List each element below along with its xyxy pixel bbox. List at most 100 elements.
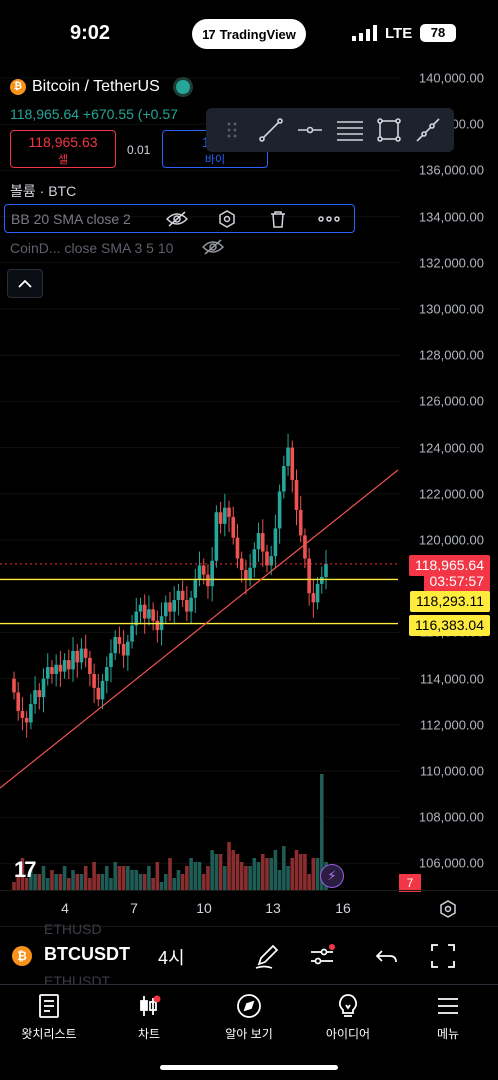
nav-menu[interactable]: 메뉴 bbox=[403, 993, 493, 1042]
candle-body bbox=[155, 620, 160, 631]
rectangle-tool-icon[interactable] bbox=[373, 114, 405, 146]
symbol-header[interactable]: ₿ Bitcoin / TetherUS bbox=[10, 78, 190, 96]
volume-bar bbox=[223, 866, 227, 890]
volume-bar bbox=[319, 774, 324, 890]
price-axis-label: 122,000.00 bbox=[418, 486, 484, 502]
status-bar: 9:02 17 TradingView LTE 78 bbox=[0, 0, 498, 68]
nav-ideas[interactable]: 아이디어 bbox=[303, 993, 393, 1042]
volume-bar bbox=[109, 878, 113, 890]
volume-bar bbox=[214, 854, 219, 890]
candle-body bbox=[142, 604, 147, 619]
candle-body bbox=[62, 660, 67, 672]
nav-watchlist[interactable]: 왓치리스트 bbox=[4, 993, 94, 1042]
x-tick: 7 bbox=[130, 900, 138, 916]
bb-indicator-label[interactable]: BB 20 SMA close 2 bbox=[11, 210, 131, 227]
hide-eye-icon[interactable] bbox=[151, 206, 202, 232]
sell-button[interactable]: 118,965.63 셀 bbox=[10, 130, 116, 168]
fullscreen-icon[interactable] bbox=[428, 941, 458, 971]
candle-body bbox=[315, 583, 320, 603]
volume-bar bbox=[201, 874, 206, 890]
parallel-channel-tool-icon[interactable] bbox=[334, 114, 366, 146]
candle-body bbox=[214, 512, 219, 561]
candle-body bbox=[45, 667, 50, 679]
volume-bar bbox=[50, 870, 54, 890]
nav-chart[interactable]: 차트 bbox=[104, 993, 194, 1042]
hide-eye-icon[interactable] bbox=[201, 239, 225, 260]
candle-body bbox=[218, 512, 223, 524]
level-tag-2: 116,383.04 bbox=[408, 615, 490, 636]
volume-indicator-label[interactable]: 볼륨 · BTC bbox=[10, 183, 77, 199]
candlestick-chart[interactable] bbox=[0, 68, 498, 890]
bottom-navigation: 왓치리스트 차트 알아 보기 아이디어 메뉴 bbox=[0, 984, 498, 1080]
lightbulb-icon bbox=[338, 994, 358, 1017]
trash-icon[interactable] bbox=[253, 206, 304, 232]
drag-handle-icon[interactable] bbox=[216, 114, 248, 146]
symbol-title[interactable]: Bitcoin / TetherUS bbox=[32, 78, 160, 95]
price-axis-label: 120,000.00 bbox=[418, 532, 484, 548]
volume-bar bbox=[244, 866, 248, 890]
volume-bar bbox=[147, 866, 151, 890]
volume-bar bbox=[265, 858, 269, 890]
undo-icon[interactable] bbox=[372, 941, 402, 971]
candle-body bbox=[248, 567, 252, 580]
drawing-pen-icon[interactable] bbox=[252, 941, 282, 971]
app-pill[interactable]: 17 TradingView bbox=[192, 19, 306, 49]
indicators-icon[interactable] bbox=[307, 941, 337, 971]
watchlist-icon bbox=[39, 994, 59, 1018]
volume-bar bbox=[58, 874, 63, 890]
candle-body bbox=[223, 507, 227, 524]
candle-body bbox=[265, 551, 269, 566]
tradingview-watermark-icon: 17 bbox=[14, 857, 37, 882]
spread-value: 0.01 bbox=[127, 143, 151, 157]
candle-body bbox=[20, 710, 25, 718]
settings-hex-icon[interactable] bbox=[202, 206, 253, 232]
candle-body bbox=[58, 664, 63, 672]
volume-bar bbox=[298, 854, 303, 890]
lightning-icon[interactable]: ⚡ bbox=[320, 864, 344, 888]
volume-bar bbox=[172, 878, 177, 890]
volume-bar bbox=[210, 850, 214, 890]
trend-line-tool-icon[interactable] bbox=[255, 114, 287, 146]
volume-bar bbox=[88, 878, 92, 890]
volume-bar bbox=[256, 862, 261, 890]
candle-body bbox=[210, 560, 214, 587]
volume-bar bbox=[62, 866, 67, 890]
collapse-legend-button[interactable] bbox=[7, 269, 43, 298]
candle-body bbox=[303, 535, 307, 559]
candle-body bbox=[168, 602, 172, 612]
candle-body bbox=[298, 509, 303, 536]
nav-label: 왓치리스트 bbox=[21, 1027, 77, 1041]
price-axis-label: 140,000.00 bbox=[418, 70, 484, 86]
candle-body bbox=[16, 692, 21, 711]
volume-bar bbox=[24, 878, 29, 890]
candle-body bbox=[277, 491, 282, 529]
volume-bar bbox=[176, 870, 181, 890]
symbol-ticker[interactable]: BTCUSDT bbox=[44, 944, 130, 964]
time-axis[interactable]: 4 7 10 13 16 bbox=[0, 890, 498, 926]
chart-settings-icon[interactable] bbox=[439, 900, 457, 918]
volume-bar bbox=[282, 846, 286, 890]
chart-area[interactable] bbox=[0, 68, 498, 890]
extended-line-tool-icon[interactable] bbox=[412, 114, 444, 146]
nav-explore[interactable]: 알아 보기 bbox=[204, 993, 294, 1042]
price-axis-label: 136,000.00 bbox=[418, 162, 484, 178]
bollinger-indicator-row[interactable]: BB 20 SMA close 2 bbox=[4, 204, 355, 233]
volume-bar bbox=[54, 874, 58, 890]
bar-countdown-tag: 03:57:57 bbox=[423, 571, 490, 592]
volume-bar bbox=[168, 858, 172, 890]
horizontal-ray-tool-icon[interactable] bbox=[294, 114, 326, 146]
volume-bar bbox=[269, 858, 273, 890]
interval-selector[interactable]: 4시 bbox=[158, 948, 185, 968]
volume-bar bbox=[307, 874, 311, 890]
volume-bar bbox=[260, 854, 265, 890]
candle-body bbox=[104, 667, 109, 681]
candle-body bbox=[24, 717, 29, 723]
coind-indicator-label[interactable]: CoinD... close SMA 3 5 10 bbox=[10, 240, 174, 256]
volume-bar bbox=[113, 862, 117, 890]
signal-icon bbox=[352, 25, 377, 41]
price-axis-label: 112,000.00 bbox=[419, 717, 484, 733]
nav-label: 아이디어 bbox=[325, 1027, 371, 1041]
more-options-icon[interactable] bbox=[303, 206, 354, 232]
hamburger-menu-icon bbox=[438, 998, 458, 1014]
volume-bar bbox=[189, 858, 193, 890]
